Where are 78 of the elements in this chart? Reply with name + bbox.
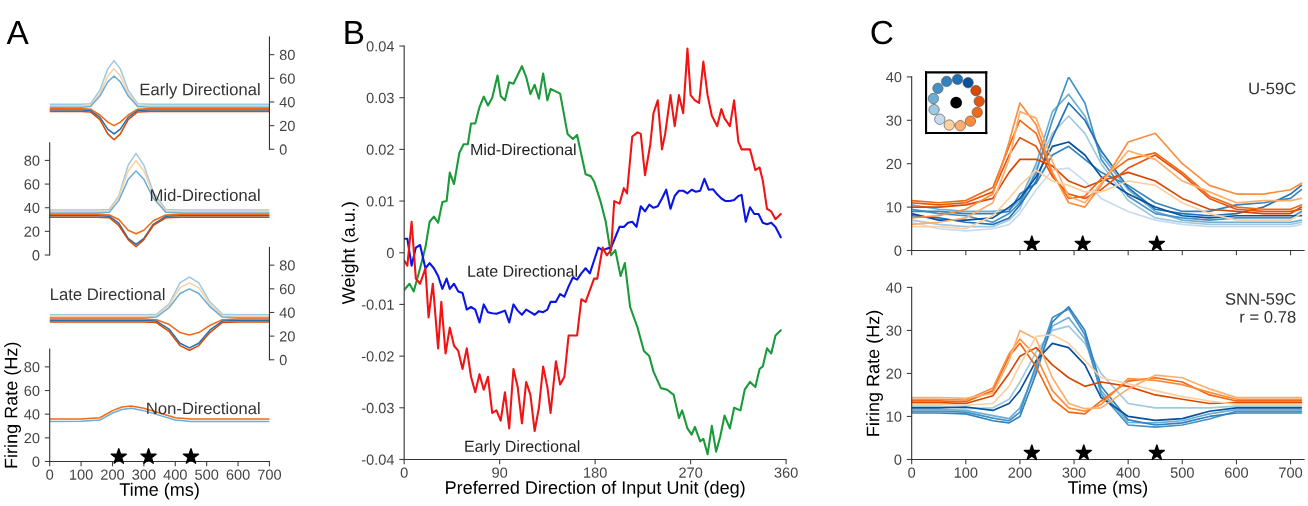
y-tick-label: -0.03 — [361, 402, 394, 414]
y-tick-label: 60 — [279, 283, 295, 295]
x-axis-title: Time (ms) — [1068, 480, 1148, 498]
y-tick-label: 20 — [279, 331, 295, 342]
x-tick-label: 600 — [1225, 467, 1249, 478]
x-tick-label: 300 — [1062, 467, 1086, 478]
y-tick-label: 0 — [894, 454, 902, 465]
y-tick-label: 80 — [24, 155, 40, 166]
x-tick-label: 0 — [908, 467, 916, 478]
y-tick-label: 30 — [886, 325, 902, 336]
series-label: Early Directional — [465, 440, 580, 456]
y-tick-label: 0.02 — [366, 144, 394, 155]
x-tick-label: 90 — [492, 467, 508, 478]
y-tick-label: 10 — [886, 202, 902, 213]
x-tick-label: 200 — [1008, 467, 1032, 478]
y-tick-label: 20 — [24, 226, 40, 237]
y-tick-label: 40 — [279, 97, 295, 108]
x-tick-label: 0 — [400, 467, 408, 478]
y-tick-label: 0 — [894, 245, 902, 256]
y-tick-label: 40 — [24, 202, 40, 214]
x-tick-label: 200 — [101, 469, 125, 480]
y-tick-label: 0 — [32, 456, 40, 467]
y-tick-label: 60 — [24, 179, 40, 190]
y-tick-label: 0.01 — [366, 196, 394, 207]
x-tick-label: 400 — [163, 469, 187, 480]
x-tick-label: 500 — [195, 469, 219, 480]
y-tick-label: 40 — [886, 282, 902, 293]
y-tick-label: 10 — [886, 411, 902, 422]
x-tick-label: 500 — [1170, 467, 1194, 478]
y-axis-title: Weight (a.u.) — [341, 202, 359, 305]
text: Mid-Directional — [150, 188, 260, 202]
y-tick-label: 20 — [886, 368, 902, 379]
y-tick-label: 20 — [279, 120, 295, 132]
y-tick-label: 20 — [886, 158, 902, 170]
y-tick-label: 60 — [279, 73, 295, 84]
y-tick-label: 0 — [32, 250, 40, 261]
x-axis-title: Preferred Direction of Input Unit (deg) — [446, 480, 745, 498]
series-label: Mid-Directional — [471, 143, 576, 156]
y-tick-label: 0 — [279, 354, 287, 366]
y-tick-label: 0 — [279, 144, 287, 155]
y-tick-label: 40 — [886, 72, 902, 83]
y-tick-label: 60 — [24, 385, 40, 396]
x-tick-label: 300 — [132, 469, 156, 480]
y-axis-title: Firing Rate (Hz) — [866, 310, 883, 436]
text: Early Directional — [140, 83, 260, 99]
y-tick-label: 40 — [279, 307, 295, 318]
y-tick-label: 80 — [279, 260, 295, 271]
y-tick-label: 20 — [24, 432, 40, 444]
y-axis-title: Firing Rate (Hz) — [4, 342, 21, 468]
series-label: Late Directional — [468, 265, 577, 277]
x-tick-label: 270 — [679, 467, 703, 478]
text: SNN-59C r = 0.78 — [1225, 293, 1296, 323]
text: Non-Directional — [147, 402, 260, 415]
y-tick-label: 30 — [886, 115, 902, 126]
x-tick-label: 600 — [226, 469, 250, 480]
x-tick-label: 700 — [258, 469, 282, 480]
y-tick-label: 80 — [279, 49, 295, 61]
y-tick-label: 0.04 — [366, 41, 395, 52]
chart-title: B — [345, 21, 364, 45]
x-tick-label: 700 — [1279, 467, 1303, 478]
y-tick-label: 80 — [24, 361, 40, 373]
x-tick-label: 180 — [584, 467, 607, 478]
chart-subtitle: U-59C — [1249, 82, 1296, 95]
y-tick-label: 0 — [386, 247, 394, 259]
x-tick-label: 100 — [954, 467, 978, 478]
y-tick-label: -0.01 — [361, 299, 394, 310]
y-tick-label: 40 — [24, 409, 40, 420]
text: Late Directional — [51, 287, 165, 301]
x-tick-label: 400 — [1116, 467, 1140, 478]
chart-title: A — [6, 21, 29, 45]
y-tick-label: -0.04 — [361, 454, 395, 465]
y-tick-label: 0.03 — [366, 92, 394, 104]
x-tick-label: 100 — [70, 469, 93, 480]
chart-title: C — [871, 20, 893, 45]
x-axis-title: Time (ms) — [119, 482, 199, 500]
x-tick-label: 360 — [774, 467, 798, 478]
x-tick-label: 0 — [46, 469, 54, 480]
y-tick-label: -0.02 — [361, 351, 394, 362]
